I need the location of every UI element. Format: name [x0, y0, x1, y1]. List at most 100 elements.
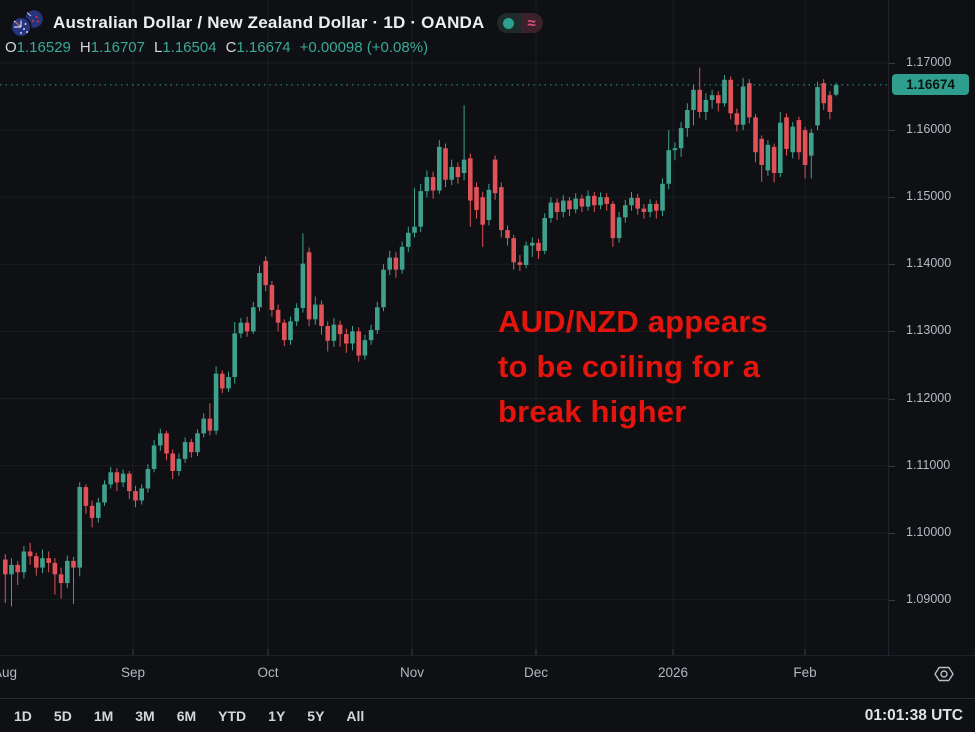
candle-body — [21, 551, 27, 573]
ohlc-item: H1.16707 — [80, 39, 145, 56]
currency-pair-flags-icon — [8, 8, 46, 38]
range-button-6m[interactable]: 6M — [176, 708, 197, 724]
price-axis-label: 1.10000 — [906, 524, 952, 539]
timezone-settings-icon[interactable] — [933, 663, 955, 685]
candle-body — [46, 558, 51, 563]
candle-body — [536, 242, 541, 251]
candle-body — [815, 87, 820, 126]
candle-body — [170, 453, 175, 471]
candle-body — [226, 377, 231, 389]
time-axis-label: Feb — [793, 665, 817, 680]
candle-body — [530, 242, 535, 246]
ideas-minds-toggle[interactable]: ≈ — [496, 13, 543, 33]
candle-body — [691, 89, 696, 110]
candle-body — [728, 79, 733, 114]
candle-body — [244, 322, 250, 332]
ohlc-letter: L — [153, 39, 163, 56]
candle-body — [666, 150, 671, 184]
ohlc-letter: O — [5, 39, 17, 56]
candle-body — [15, 564, 20, 573]
candle-body — [96, 502, 101, 518]
candle-body — [604, 197, 609, 204]
candle-body — [52, 562, 58, 575]
range-button-1y[interactable]: 1Y — [268, 708, 286, 724]
price-axis[interactable]: 1.16674 1.17000 1.16000 1.15000 1.14000 1.13… — [888, 0, 975, 655]
candle-body — [251, 307, 256, 332]
price-axis-label: 1.17000 — [906, 55, 952, 69]
candle-body — [449, 167, 454, 180]
candle-body — [542, 218, 547, 251]
time-axis-label: Oct — [257, 665, 279, 680]
price-tick — [889, 599, 895, 601]
candle-body — [406, 232, 411, 247]
price-tick — [889, 398, 895, 400]
candle-body — [635, 197, 640, 209]
time-axis-label: Dec — [523, 665, 549, 680]
candle-body — [747, 83, 752, 118]
candle-body — [195, 433, 200, 453]
last-price-label: 1.16674 — [892, 74, 969, 96]
candle-body — [381, 269, 386, 308]
price-axis-label: 1.13000 — [906, 323, 952, 338]
candle-body — [548, 202, 554, 219]
candlestick-chart[interactable] — [0, 0, 888, 655]
candle-body — [802, 130, 808, 165]
price-tick — [889, 331, 895, 333]
range-button-all[interactable]: All — [346, 708, 365, 724]
candle-body — [350, 331, 355, 344]
symbol-title[interactable]: Australian Dollar / New Zealand Dollar ·… — [53, 13, 485, 32]
candle-body — [709, 95, 715, 100]
candle-body — [641, 208, 647, 212]
candle-body — [412, 226, 417, 233]
candle-body — [790, 126, 795, 153]
candle-body — [474, 187, 479, 210]
price-axis-label: 1.11000 — [906, 457, 951, 472]
candle-body — [139, 488, 144, 501]
price-tick — [889, 532, 895, 534]
ohlc-value: 1.16529 — [16, 39, 71, 56]
candle-body — [821, 83, 826, 104]
ohlc-value: 1.16674 — [236, 39, 291, 56]
price-tick — [889, 63, 895, 64]
candle-body — [437, 146, 442, 191]
ohlc-item: O1.16529 — [5, 39, 71, 56]
date-range-switcher: 1D 5D 1M 3M 6M YTD 1Y 5Y All — [0, 708, 386, 724]
candle-body — [499, 187, 504, 231]
time-axis-label: Aug — [0, 665, 18, 680]
candle-body — [672, 148, 678, 151]
candle-body — [740, 86, 746, 125]
candle-body — [468, 158, 473, 201]
range-button-5y[interactable]: 5Y — [307, 708, 325, 724]
candle-body — [418, 191, 423, 227]
candle-body — [796, 120, 802, 153]
candle-body — [9, 564, 14, 575]
candle-body — [238, 322, 244, 334]
candle-body — [443, 148, 448, 180]
range-button-3m[interactable]: 3M — [135, 708, 155, 724]
candle-body — [629, 197, 634, 206]
range-button-1m[interactable]: 1M — [93, 708, 114, 724]
candle-body — [40, 558, 45, 568]
candle-body — [319, 304, 324, 327]
candle-body — [753, 117, 758, 153]
time-axis[interactable]: Aug Sep Oct Nov Dec 2026 Feb — [0, 655, 975, 699]
ohlc-value: 1.16504 — [162, 39, 217, 56]
range-button-ytd[interactable]: YTD — [218, 708, 247, 724]
candle-body — [654, 203, 659, 211]
price-axis-label: 1.16000 — [906, 122, 952, 137]
candle-body — [213, 373, 219, 431]
range-button-1d[interactable]: 1D — [14, 708, 32, 724]
price-axis-label: 1.14000 — [906, 256, 952, 271]
range-button-5d[interactable]: 5D — [53, 708, 72, 724]
clock-utc[interactable]: 01:01:38 UTC — [864, 707, 963, 724]
candle-body — [275, 309, 281, 323]
annotation-line: to be coiling for a — [498, 349, 761, 384]
ohlc-value: 1.16707 — [90, 39, 145, 56]
candle-body — [257, 273, 262, 308]
candle-body — [375, 307, 380, 331]
candle-body — [486, 189, 492, 221]
candle-body — [133, 491, 138, 501]
candle-body — [784, 117, 789, 149]
candle-body — [263, 260, 268, 286]
price-tick — [889, 465, 895, 467]
